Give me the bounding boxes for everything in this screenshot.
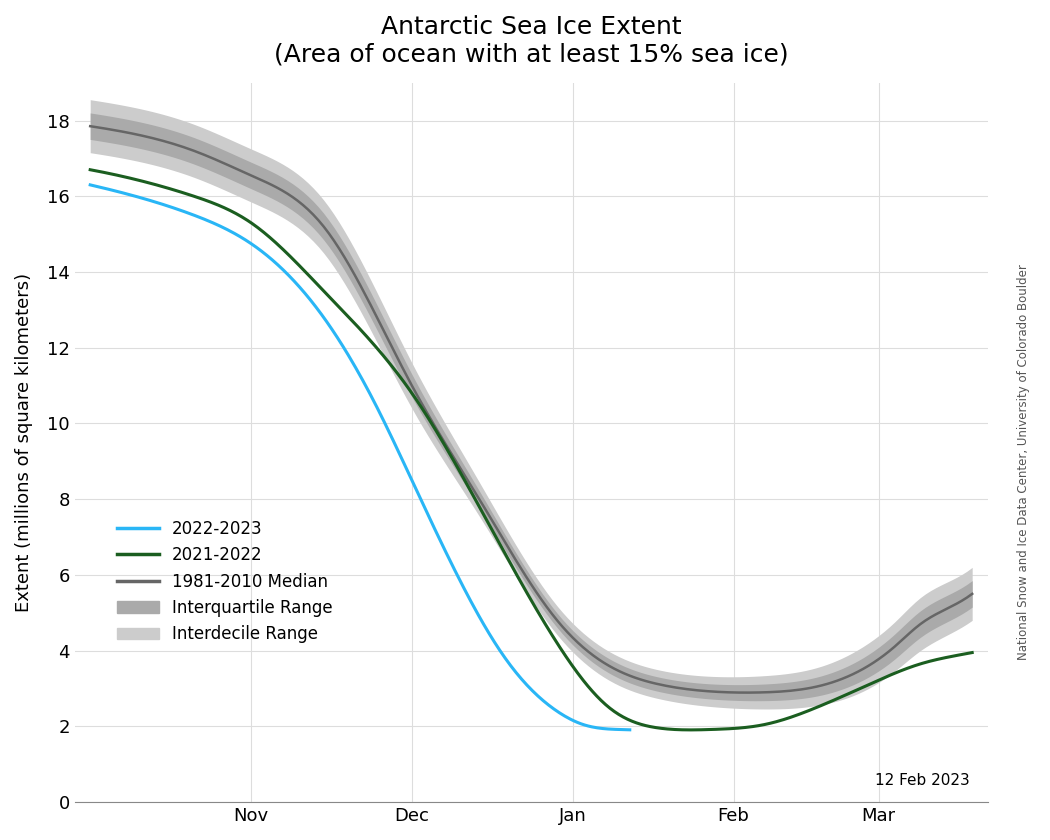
Text: National Snow and Ice Data Center, University of Colorado Boulder: National Snow and Ice Data Center, Unive…	[1017, 264, 1030, 660]
Title: Antarctic Sea Ice Extent
(Area of ocean with at least 15% sea ice): Antarctic Sea Ice Extent (Area of ocean …	[274, 15, 789, 67]
Y-axis label: Extent (millions of square kilometers): Extent (millions of square kilometers)	[15, 273, 33, 612]
Text: 12 Feb 2023: 12 Feb 2023	[875, 773, 969, 788]
Legend: 2022-2023, 2021-2022, 1981-2010 Median, Interquartile Range, Interdecile Range: 2022-2023, 2021-2022, 1981-2010 Median, …	[110, 513, 339, 650]
